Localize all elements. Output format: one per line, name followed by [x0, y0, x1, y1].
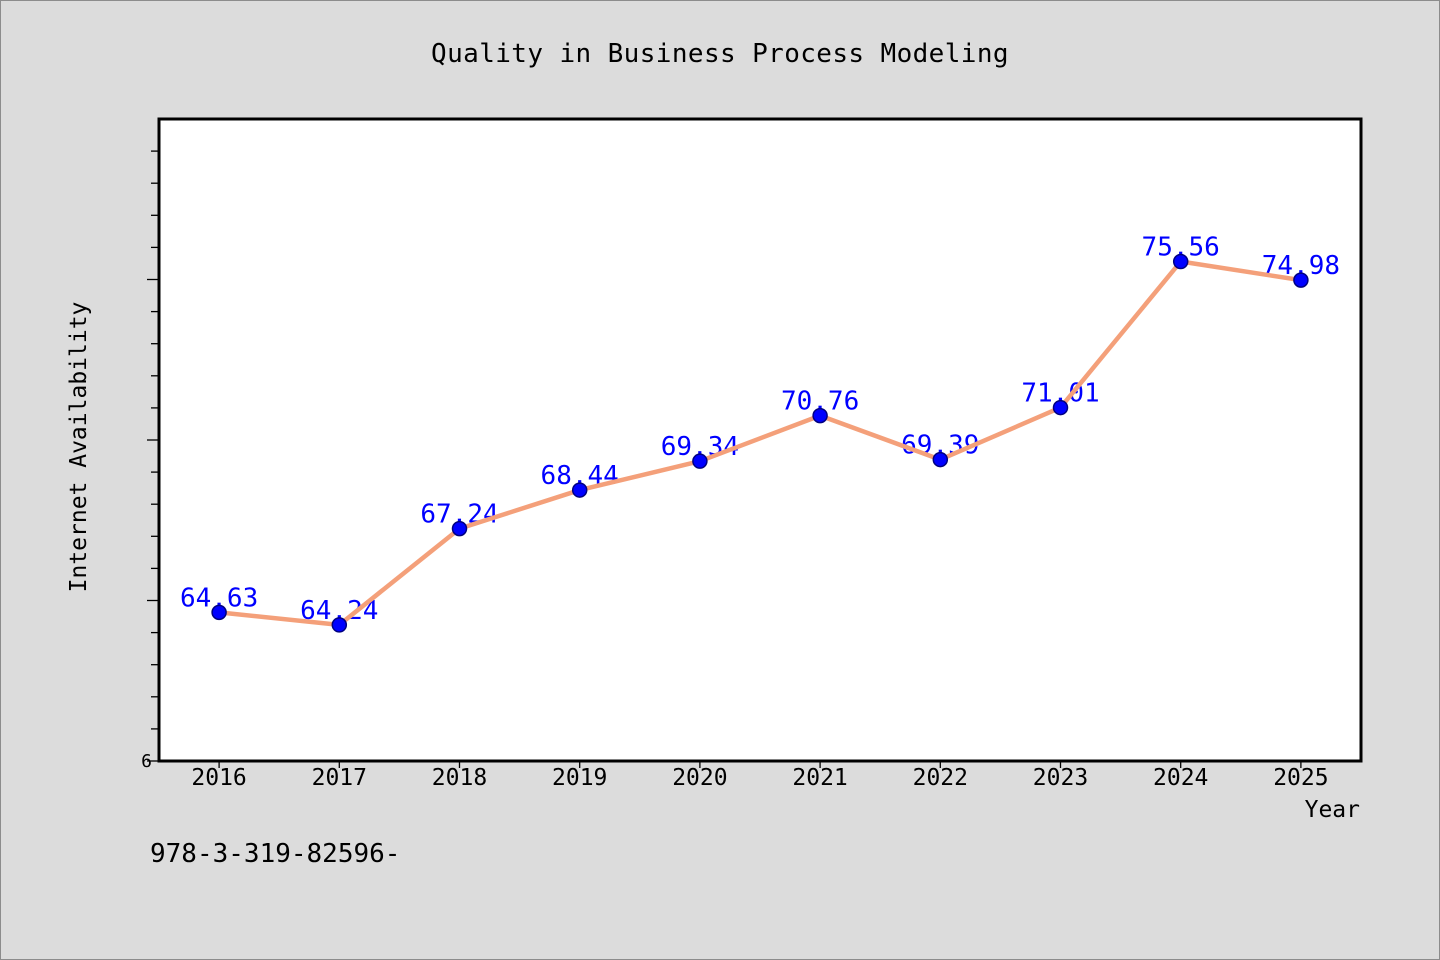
y-axis-label: Internet Availability — [66, 302, 92, 593]
data-point — [451, 520, 468, 537]
x-axis-ticks — [218, 762, 1302, 768]
data-point — [211, 604, 227, 621]
y-axis-ticks — [147, 150, 158, 762]
data-point — [1052, 399, 1069, 416]
data-point — [571, 482, 588, 498]
x-tick-label: 2024 — [1153, 765, 1208, 791]
series — [211, 253, 1309, 633]
x-tick-label: 2018 — [432, 765, 487, 791]
x-tick-labels: 2016 2017 2018 2019 2020 2021 2022 2023 2024 2025 — [191, 765, 1328, 791]
y-tick-labels: 6 — [141, 751, 152, 772]
footnote: 978-3-319-82596- — [150, 839, 400, 869]
x-tick-label: 2016 — [191, 765, 246, 791]
x-tick-label: 2025 — [1273, 765, 1328, 791]
data-point — [692, 453, 708, 469]
x-tick-label: 2021 — [792, 765, 847, 791]
x-tick-label: 2019 — [552, 765, 607, 791]
data-point — [331, 617, 348, 633]
data-point — [1293, 272, 1309, 288]
x-axis-label: Year — [1305, 797, 1360, 823]
data-point — [812, 407, 828, 424]
data-point — [932, 451, 949, 468]
series-line — [216, 259, 1304, 628]
y-tick-label: 6 — [141, 751, 152, 772]
data-point — [1172, 253, 1189, 270]
x-tick-label: 2020 — [672, 765, 727, 791]
x-tick-label: 2017 — [312, 765, 367, 791]
chart-title: Quality in Business Process Modeling — [431, 39, 1009, 69]
x-tick-label: 2022 — [913, 765, 968, 791]
x-tick-label: 2023 — [1033, 765, 1088, 791]
